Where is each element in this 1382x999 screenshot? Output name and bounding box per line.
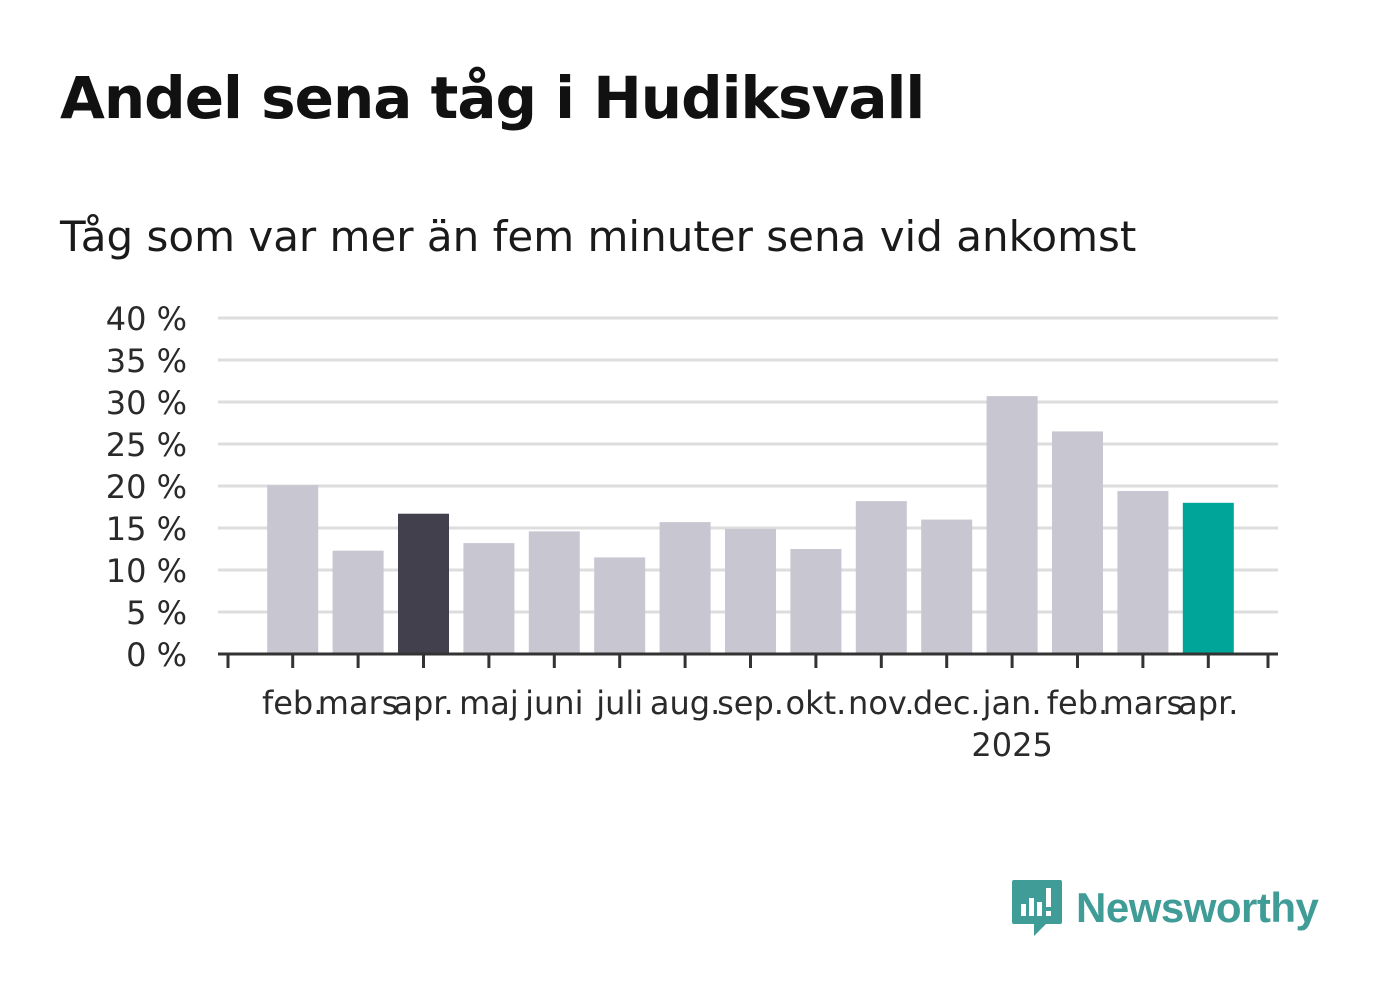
bar xyxy=(267,485,319,654)
x-tick-label: apr. xyxy=(1178,684,1238,722)
bar xyxy=(528,531,580,654)
y-tick-label: 25 % xyxy=(106,426,187,464)
y-tick-label: 5 % xyxy=(126,594,187,632)
bar xyxy=(594,557,646,654)
x-tick-label: maj xyxy=(459,684,519,722)
x-tick-label: feb. xyxy=(262,684,323,722)
x-tick-label: jan. xyxy=(982,684,1042,722)
bar xyxy=(790,549,842,654)
x-year-label: 2025 xyxy=(971,726,1052,764)
y-tick-label: 15 % xyxy=(106,510,187,548)
x-tick-label: aug. xyxy=(650,684,720,722)
bar xyxy=(659,522,711,654)
x-tick-label: juni xyxy=(524,684,583,722)
bar xyxy=(398,513,449,654)
x-tick-label: apr. xyxy=(393,684,453,722)
x-tick-label: feb. xyxy=(1047,684,1108,722)
newsworthy-logo: Newsworthy xyxy=(1010,878,1319,938)
brand-name: Newsworthy xyxy=(1076,884,1319,931)
x-tick-label: nov. xyxy=(848,684,914,722)
x-tick-label: juli xyxy=(595,684,643,722)
x-tick-label: sep. xyxy=(717,684,784,722)
bar xyxy=(921,519,973,654)
bar xyxy=(855,501,907,654)
bar xyxy=(1117,491,1169,654)
y-tick-label: 10 % xyxy=(106,552,187,590)
bar xyxy=(1182,502,1234,654)
y-tick-label: 30 % xyxy=(106,384,187,422)
y-tick-label: 20 % xyxy=(106,468,187,506)
bar xyxy=(986,396,1038,654)
bar xyxy=(332,550,384,654)
x-tick-label: dec. xyxy=(913,684,981,722)
y-tick-label: 40 % xyxy=(106,300,187,338)
newsworthy-logo-icon xyxy=(1012,880,1062,936)
bar xyxy=(463,543,515,654)
x-tick-label: mars xyxy=(318,684,399,722)
x-tick-label: mars xyxy=(1103,684,1184,722)
bar xyxy=(725,528,776,654)
bar xyxy=(1052,431,1103,654)
y-tick-label: 0 % xyxy=(126,636,187,674)
y-tick-label: 35 % xyxy=(106,342,187,380)
x-tick-label: okt. xyxy=(785,684,846,722)
chart-subtitle: Tåg som var mer än fem minuter sena vid … xyxy=(60,212,1137,261)
chart-title: Andel sena tåg i Hudiksvall xyxy=(60,64,925,132)
